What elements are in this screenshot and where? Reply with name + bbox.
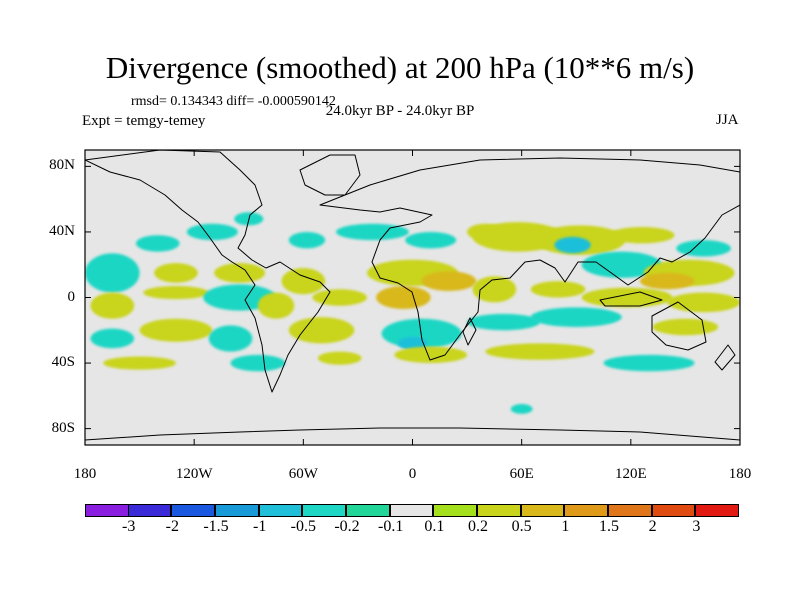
contour-blob-11 bbox=[676, 240, 731, 257]
contour-blob-15 bbox=[85, 253, 140, 293]
contour-blob-28 bbox=[530, 281, 586, 298]
contour-blob-14 bbox=[639, 272, 695, 290]
divergence-contours bbox=[85, 212, 740, 414]
contour-blob-33 bbox=[208, 325, 253, 352]
colorbar-label-8: 0.2 bbox=[468, 518, 488, 535]
contour-blob-24 bbox=[257, 292, 295, 319]
colorbar-swatch-4 bbox=[258, 504, 303, 517]
x-tick-label-2: 60W bbox=[288, 466, 318, 482]
contour-blob-26 bbox=[376, 286, 431, 309]
colorbar-swatch-2 bbox=[171, 504, 215, 517]
colorbar-label-6: -0.1 bbox=[377, 518, 404, 535]
x-tick-label-3: 0 bbox=[408, 466, 417, 482]
colorbar-swatch-0 bbox=[85, 504, 129, 517]
contour-blob-22 bbox=[143, 286, 209, 300]
contour-blob-34 bbox=[288, 317, 355, 344]
colorbar-label-12: 2 bbox=[648, 518, 657, 535]
coastlines bbox=[85, 150, 740, 441]
colorbar-label-1: -2 bbox=[165, 518, 179, 535]
colorbar-swatch-10 bbox=[520, 504, 565, 517]
contour-blob-29 bbox=[581, 287, 673, 308]
contour-blob-18 bbox=[281, 268, 326, 295]
y-tick-label-1: 40N bbox=[49, 222, 75, 239]
contour-blob-41 bbox=[230, 354, 286, 372]
y-tick-label-4: 80S bbox=[51, 419, 75, 436]
chart-subtitle: 24.0kyr BP - 24.0kyr BP bbox=[325, 103, 475, 119]
contour-blob-3 bbox=[288, 231, 326, 249]
contour-blob-25 bbox=[312, 289, 368, 306]
colorbar-label-5: -0.2 bbox=[334, 518, 360, 535]
x-tick-label-0: 180 bbox=[73, 466, 97, 482]
experiment-label: Expt = temgy-temey bbox=[82, 113, 206, 129]
contour-blob-20 bbox=[421, 271, 477, 291]
contour-blob-5 bbox=[405, 231, 457, 249]
colorbar-swatch-6 bbox=[346, 504, 390, 517]
colorbar-swatch-3 bbox=[215, 504, 259, 517]
colorbar-label-2: -1.5 bbox=[203, 518, 229, 535]
contour-blob-44 bbox=[485, 343, 595, 360]
colorbar-label-7: 0.1 bbox=[424, 518, 445, 535]
contour-blob-0 bbox=[135, 235, 180, 252]
contour-blob-38 bbox=[530, 307, 622, 327]
contour-blob-21 bbox=[90, 292, 135, 319]
colorbar-swatch-14 bbox=[695, 504, 739, 517]
colorbar-swatch-7 bbox=[389, 504, 434, 517]
contour-blob-23 bbox=[203, 284, 277, 311]
contour-blob-17 bbox=[214, 263, 266, 283]
season-label: JJA bbox=[716, 112, 739, 128]
x-tick-label-5: 120E bbox=[614, 466, 647, 482]
contour-blob-37 bbox=[467, 313, 540, 331]
colorbar-label-11: 1.5 bbox=[599, 518, 619, 535]
colorbar-swatch-1 bbox=[127, 504, 172, 517]
x-tick-label-6: 180 bbox=[728, 466, 752, 482]
colorbar bbox=[85, 504, 740, 517]
contour-blob-16 bbox=[154, 263, 198, 283]
colorbar-label-10: 1 bbox=[561, 518, 570, 535]
colorbar-label-3: -1 bbox=[252, 518, 267, 535]
contour-blob-46 bbox=[510, 404, 533, 414]
colorbar-swatch-13 bbox=[651, 504, 696, 517]
contour-blob-1 bbox=[186, 223, 238, 241]
contour-blob-10 bbox=[609, 227, 675, 244]
colorbar-swatch-8 bbox=[433, 504, 477, 517]
y-tick-label-2: 0 bbox=[67, 288, 76, 305]
contour-blob-43 bbox=[394, 346, 468, 364]
contour-blob-9 bbox=[554, 236, 591, 254]
contour-blob-42 bbox=[317, 351, 362, 365]
contour-blob-40 bbox=[103, 356, 176, 370]
colorbar-swatch-5 bbox=[302, 504, 346, 517]
colorbar-label-4: -0.5 bbox=[290, 518, 316, 535]
axis-ticks bbox=[84, 150, 741, 445]
chart-title: Divergence (smoothed) at 200 hPa (10**6 … bbox=[105, 50, 695, 85]
contour-blob-27 bbox=[472, 276, 517, 303]
contour-blob-36 bbox=[397, 336, 428, 350]
colorbar-label-13: 3 bbox=[692, 518, 701, 535]
contour-blob-45 bbox=[603, 354, 695, 372]
colorbar-label-9: 0.5 bbox=[511, 518, 532, 535]
contour-blob-39 bbox=[652, 318, 719, 336]
contour-blob-12 bbox=[581, 251, 662, 278]
colorbar-label-0: -3 bbox=[121, 518, 136, 535]
contour-blob-31 bbox=[90, 328, 135, 349]
x-tick-label-1: 120W bbox=[175, 466, 213, 482]
colorbar-swatch-9 bbox=[477, 504, 521, 517]
contour-blob-32 bbox=[139, 318, 213, 342]
colorbar-swatch-12 bbox=[608, 504, 652, 517]
y-tick-label-3: 40S bbox=[51, 354, 75, 371]
colorbar-swatch-11 bbox=[564, 504, 608, 517]
y-tick-label-0: 80N bbox=[49, 157, 75, 174]
x-tick-label-4: 60E bbox=[509, 466, 534, 482]
stats-text: rmsd= 0.134343 diff= -0.000590142 bbox=[131, 94, 336, 109]
